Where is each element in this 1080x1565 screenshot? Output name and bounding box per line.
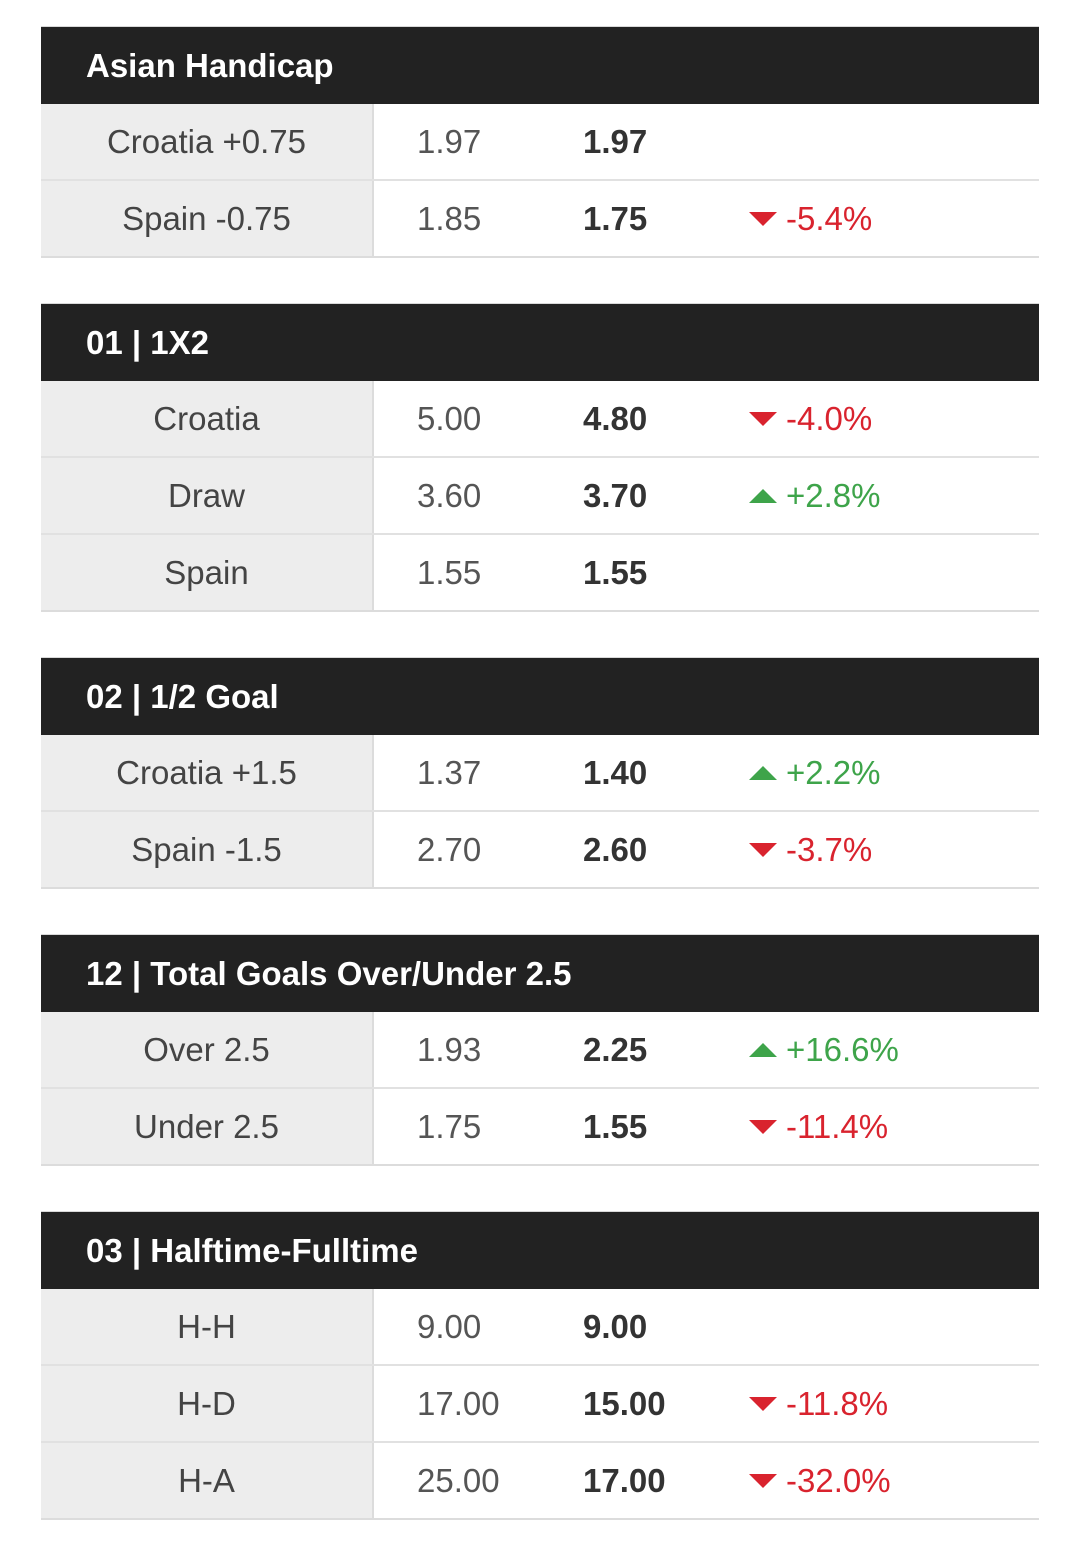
market-title: Asian Handicap <box>41 26 1039 104</box>
opening-odds: 1.37 <box>417 753 482 791</box>
selection-label: Under 2.5 <box>41 1089 374 1164</box>
odds-row[interactable]: Draw 3.60 3.70 +2.8% <box>41 458 1039 535</box>
current-odds[interactable]: 1.75 <box>583 199 648 237</box>
arrow-down-icon <box>749 1119 777 1134</box>
market-section: 03 | Halftime-Fulltime H-H 9.00 9.00 H-D 17.0… <box>41 1211 1039 1520</box>
odds-change-value: -4.0% <box>786 399 873 437</box>
opening-odds: 1.55 <box>417 553 482 591</box>
selection-label: Spain -1.5 <box>41 812 374 887</box>
odds-change: -4.0% <box>705 381 872 456</box>
opening-odds: 9.00 <box>417 1307 482 1345</box>
opening-odds: 1.97 <box>417 122 482 160</box>
odds-row[interactable]: Spain -0.75 1.85 1.75 -5.4% <box>41 181 1039 258</box>
market-section: 02 | 1/2 Goal Croatia +1.5 1.37 1.40 +2.2% Sp… <box>41 657 1039 889</box>
odds-row[interactable]: H-D 17.00 15.00 -11.8% <box>41 1366 1039 1443</box>
arrow-down-icon <box>749 211 777 226</box>
selection-label: Croatia <box>41 381 374 456</box>
market-section: Asian Handicap Croatia +0.75 1.97 1.97 Spain… <box>41 26 1039 258</box>
arrow-down-icon <box>749 411 777 426</box>
current-odds[interactable]: 2.25 <box>583 1030 648 1068</box>
current-odds[interactable]: 4.80 <box>583 399 648 437</box>
odds-change: -11.4% <box>705 1089 888 1164</box>
market-title: 02 | 1/2 Goal <box>41 657 1039 735</box>
current-odds[interactable]: 3.70 <box>583 476 648 514</box>
arrow-up-icon <box>749 1042 777 1057</box>
current-odds[interactable]: 1.55 <box>583 553 648 591</box>
odds-change <box>705 104 749 179</box>
odds-change-value: +16.6% <box>786 1030 899 1068</box>
opening-odds: 5.00 <box>417 399 482 437</box>
current-odds[interactable]: 9.00 <box>583 1307 648 1345</box>
odds-change-value: -11.8% <box>786 1384 889 1422</box>
arrow-up-icon <box>749 765 777 780</box>
opening-odds: 1.75 <box>417 1107 482 1145</box>
odds-change-value: -11.4% <box>786 1107 889 1145</box>
arrow-up-icon <box>749 488 777 503</box>
arrow-down-icon <box>749 1473 777 1488</box>
opening-odds: 25.00 <box>417 1461 500 1499</box>
odds-row[interactable]: Under 2.5 1.75 1.55 -11.4% <box>41 1089 1039 1166</box>
odds-change: +16.6% <box>705 1012 899 1087</box>
market-title: 01 | 1X2 <box>41 303 1039 381</box>
opening-odds: 17.00 <box>417 1384 500 1422</box>
odds-row[interactable]: Croatia +1.5 1.37 1.40 +2.2% <box>41 735 1039 812</box>
selection-label: Spain -0.75 <box>41 181 374 256</box>
selection-label: Draw <box>41 458 374 533</box>
odds-change-value: -3.7% <box>786 830 873 868</box>
selection-label: Over 2.5 <box>41 1012 374 1087</box>
arrow-down-icon <box>749 1396 777 1411</box>
odds-change: -32.0% <box>705 1443 891 1518</box>
opening-odds: 3.60 <box>417 476 482 514</box>
selection-label: H-H <box>41 1289 374 1364</box>
current-odds[interactable]: 2.60 <box>583 830 648 868</box>
selection-label: Croatia +0.75 <box>41 104 374 179</box>
selection-label: Spain <box>41 535 374 610</box>
odds-change <box>705 1289 749 1364</box>
odds-change <box>705 535 749 610</box>
odds-row[interactable]: Over 2.5 1.93 2.25 +16.6% <box>41 1012 1039 1089</box>
odds-change-value: +2.8% <box>786 476 881 514</box>
arrow-down-icon <box>749 842 777 857</box>
odds-change-value: +2.2% <box>786 753 881 791</box>
current-odds[interactable]: 15.00 <box>583 1384 666 1422</box>
market-title: 12 | Total Goals Over/Under 2.5 <box>41 934 1039 1012</box>
odds-page: Asian Handicap Croatia +0.75 1.97 1.97 Spain… <box>41 26 1039 1565</box>
selection-label: H-D <box>41 1366 374 1441</box>
odds-row[interactable]: H-H 9.00 9.00 <box>41 1289 1039 1366</box>
current-odds[interactable]: 1.40 <box>583 753 648 791</box>
opening-odds: 1.85 <box>417 199 482 237</box>
odds-change-value: -32.0% <box>786 1461 891 1499</box>
odds-change-value: -5.4% <box>786 199 873 237</box>
odds-change: +2.2% <box>705 735 881 810</box>
odds-row[interactable]: Croatia 5.00 4.80 -4.0% <box>41 381 1039 458</box>
market-section: 12 | Total Goals Over/Under 2.5 Over 2.5 1… <box>41 934 1039 1166</box>
odds-row[interactable]: Croatia +0.75 1.97 1.97 <box>41 104 1039 181</box>
market-section: 01 | 1X2 Croatia 5.00 4.80 -4.0% Draw 3.60 3.70… <box>41 303 1039 612</box>
opening-odds: 1.93 <box>417 1030 482 1068</box>
odds-change: -11.8% <box>705 1366 888 1441</box>
current-odds[interactable]: 17.00 <box>583 1461 666 1499</box>
selection-label: H-A <box>41 1443 374 1518</box>
odds-row[interactable]: H-A 25.00 17.00 -32.0% <box>41 1443 1039 1520</box>
odds-row[interactable]: Spain 1.55 1.55 <box>41 535 1039 612</box>
odds-change: -5.4% <box>705 181 872 256</box>
odds-change: +2.8% <box>705 458 881 533</box>
selection-label: Croatia +1.5 <box>41 735 374 810</box>
current-odds[interactable]: 1.97 <box>583 122 648 160</box>
current-odds[interactable]: 1.55 <box>583 1107 648 1145</box>
market-title: 03 | Halftime-Fulltime <box>41 1211 1039 1289</box>
odds-row[interactable]: Spain -1.5 2.70 2.60 -3.7% <box>41 812 1039 889</box>
opening-odds: 2.70 <box>417 830 482 868</box>
odds-change: -3.7% <box>705 812 872 887</box>
